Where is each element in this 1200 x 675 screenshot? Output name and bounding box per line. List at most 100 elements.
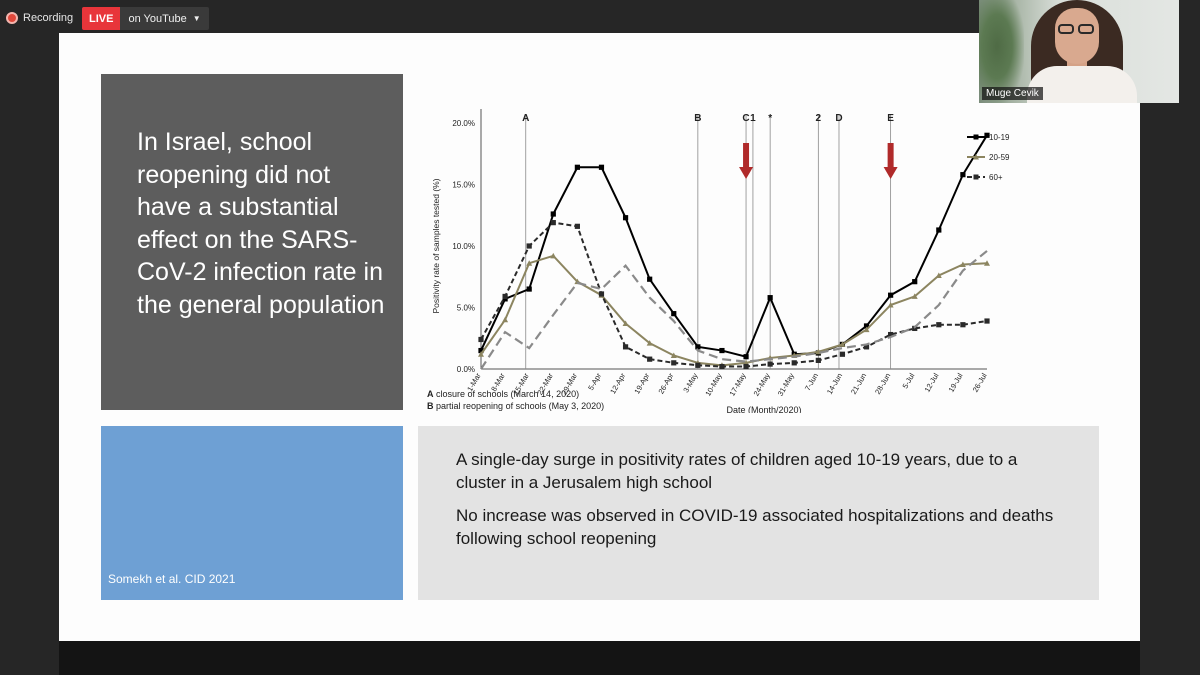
data-point xyxy=(887,302,894,308)
data-point xyxy=(695,362,701,368)
live-stream-control[interactable]: LIVE on YouTube ▼ xyxy=(82,7,209,30)
legend-marker xyxy=(973,174,979,180)
series-line xyxy=(480,250,988,370)
data-point xyxy=(478,347,484,354)
event-label: * xyxy=(768,113,772,124)
legend-label: 10-19 xyxy=(989,133,1010,142)
series-line xyxy=(480,134,988,358)
data-point xyxy=(622,215,629,221)
data-point xyxy=(647,356,653,362)
event-label: D xyxy=(835,113,842,124)
chart-footnotes: A closure of schools (March 14, 2020) B … xyxy=(427,388,604,412)
citation-panel: Somekh et al. CID 2021 xyxy=(101,426,403,600)
data-point xyxy=(574,223,580,229)
data-point xyxy=(984,260,990,266)
person-face xyxy=(1055,8,1099,64)
x-tick-label: 17-May xyxy=(727,371,747,397)
x-tick-label: 26-Apr xyxy=(656,371,675,395)
x-tick-label: 24-May xyxy=(752,371,772,397)
data-point xyxy=(478,336,484,343)
record-icon xyxy=(6,12,18,24)
data-point xyxy=(719,347,725,354)
x-tick-label: 3-May xyxy=(681,371,699,394)
data-point xyxy=(647,276,653,282)
series-line xyxy=(480,254,988,367)
data-point xyxy=(719,363,725,370)
data-point xyxy=(526,243,532,249)
data-point xyxy=(960,172,966,178)
arrow-head xyxy=(739,167,754,179)
data-point xyxy=(502,293,508,300)
plant xyxy=(979,0,1024,103)
y-tick-label: 10.0% xyxy=(452,242,475,251)
x-tick-label: 21-Jun xyxy=(849,372,868,396)
slide-title: In Israel, school reopening did not have… xyxy=(137,128,385,319)
legend-label: 20-59 xyxy=(989,153,1010,162)
event-label: A xyxy=(522,113,529,124)
caret-down-icon: ▼ xyxy=(192,14,201,23)
data-point xyxy=(550,252,557,259)
event-label: E xyxy=(887,113,894,124)
x-tick-label: 5-Jul xyxy=(901,371,917,390)
data-point xyxy=(743,363,749,370)
positivity-chart: 0.0%5.0%10.0%15.0%20.0%1-Mar 8-Mar 15-Mar 2… xyxy=(431,109,1010,413)
recording-label: Recording xyxy=(23,12,74,24)
stream-target-dropdown[interactable]: on YouTube ▼ xyxy=(120,7,208,30)
data-point xyxy=(839,341,846,347)
shared-slide: In Israel, school reopening did not have… xyxy=(59,33,1140,641)
legend-marker xyxy=(973,134,979,140)
data-point xyxy=(935,272,942,279)
data-point xyxy=(960,322,966,328)
x-tick-label: 12-Apr xyxy=(608,371,627,395)
recording-indicator[interactable]: Recording xyxy=(6,9,73,27)
bullet-text: No increase was observed in COVID-19 ass… xyxy=(456,506,1054,548)
data-point xyxy=(671,360,677,366)
data-point xyxy=(574,164,580,170)
data-point xyxy=(984,318,990,324)
y-tick-label: 15.0% xyxy=(452,181,475,190)
data-point xyxy=(912,325,918,332)
data-point xyxy=(912,279,918,285)
data-point xyxy=(622,320,629,326)
data-point xyxy=(815,357,821,363)
data-point xyxy=(863,344,870,350)
data-point xyxy=(936,322,942,328)
data-point xyxy=(911,293,918,299)
data-point xyxy=(646,340,653,346)
x-tick-label: 14-Jun xyxy=(825,372,844,396)
x-tick-label: 10-May xyxy=(703,371,723,397)
footnote-b: B partial reopening of schools (May 3, 2… xyxy=(427,401,605,411)
x-axis-label: Date (Month/2020) xyxy=(726,405,801,413)
data-point xyxy=(695,344,701,350)
y-tick-label: 20.0% xyxy=(452,119,475,128)
data-point xyxy=(936,227,942,233)
x-tick-label: 19-Apr xyxy=(632,371,651,395)
data-point xyxy=(888,331,894,338)
citation: Somekh et al. CID 2021 xyxy=(108,572,236,586)
data-point xyxy=(671,311,677,317)
slide-bottom-bar xyxy=(59,641,1140,675)
participant-video[interactable]: Muge Cevik xyxy=(979,0,1179,103)
x-tick-label: 28-Jun xyxy=(873,372,892,396)
data-point xyxy=(888,292,894,298)
data-point xyxy=(839,351,846,357)
data-point xyxy=(767,361,773,367)
data-point xyxy=(478,351,484,357)
data-point xyxy=(670,352,677,358)
stream-target-label: on YouTube xyxy=(128,12,187,25)
arrow-head xyxy=(883,167,898,179)
x-tick-label: 12-Jul xyxy=(923,371,941,393)
footnote-a: A closure of schools (March 14, 2020) xyxy=(427,389,580,399)
arrow-shaft xyxy=(743,143,750,169)
glasses xyxy=(1058,24,1096,34)
y-axis-label: Positivity rate of samples tested (%) xyxy=(431,178,441,313)
data-point xyxy=(598,291,605,297)
series-line xyxy=(480,221,988,368)
event-label: C xyxy=(742,113,749,124)
x-tick-label: 7-Jun xyxy=(803,372,820,393)
data-point xyxy=(502,316,509,323)
data-point xyxy=(526,286,532,292)
data-point xyxy=(598,164,605,170)
video-gutter xyxy=(1179,0,1200,103)
